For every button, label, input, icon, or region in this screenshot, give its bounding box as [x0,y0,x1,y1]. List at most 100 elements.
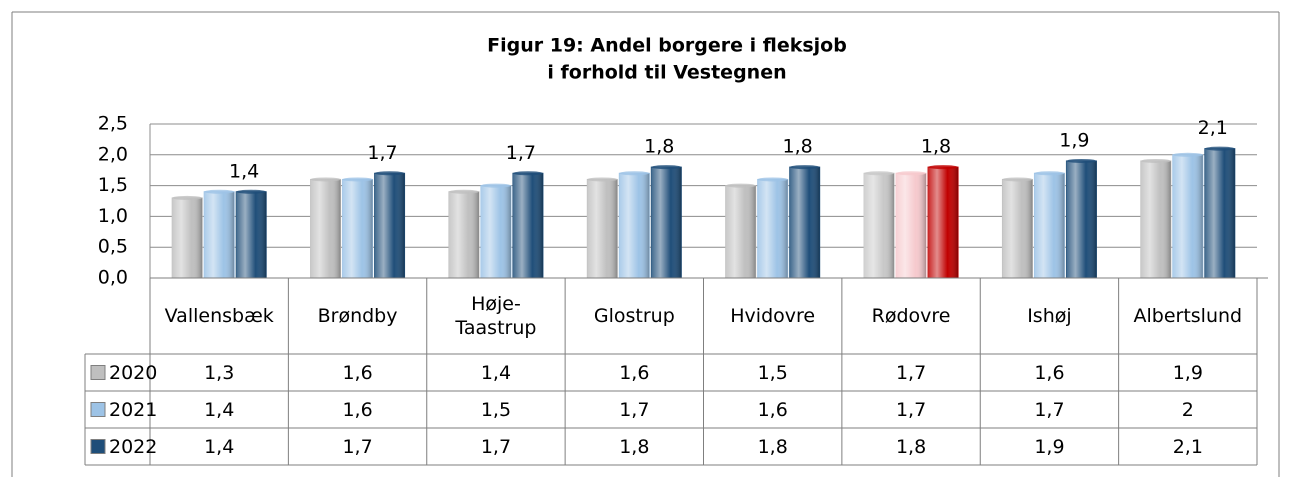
bar-shine [928,167,959,278]
bar-shine [725,185,756,278]
bar-shine [512,173,543,278]
bar-cap [342,177,373,182]
bar-cap [928,165,959,170]
legend-label: 2021 [109,399,157,421]
table-value: 2,1 [1173,436,1203,458]
bar-cap [789,165,820,170]
x-tick-label: Rødovre [871,305,951,327]
bar-shine [864,173,895,278]
bar-shine [204,191,235,278]
x-tick-label: Glostrup [593,305,675,327]
bar-cap [1172,152,1203,157]
table-value: 1,9 [1034,436,1064,458]
data-label: 1,9 [1059,129,1089,151]
data-label: 1,8 [644,136,674,158]
bar-shine [236,191,267,278]
bar-cap [619,171,650,176]
legend-label: 2022 [109,436,157,458]
table-value: 1,4 [204,399,234,421]
category-cell: Glostrup [593,305,675,327]
category-cell: Brøndby [317,305,398,327]
category-cell: Rødovre [871,305,951,327]
table-value: 1,7 [896,362,926,384]
table-value: 1,9 [1173,362,1203,384]
bar-shine [757,179,788,278]
bar-shine [374,173,405,278]
bar-cap [1002,177,1033,182]
bar-cap [374,171,405,176]
data-label: 1,7 [367,142,397,164]
category-cell: Hvidovre [730,305,816,327]
legend-swatch [90,439,106,454]
bar-shine [619,173,650,278]
data-label: 1,8 [782,136,812,158]
bar-shine [342,179,373,278]
y-tick-label: 1,0 [98,205,128,227]
bar-cap [448,189,479,194]
y-tick-label: 0,5 [98,236,128,258]
bar-shine [1066,160,1097,278]
table-value: 1,6 [342,362,372,384]
data-label: 1,7 [506,142,536,164]
table-value: 1,8 [758,436,788,458]
table-value: 1,7 [1034,399,1064,421]
bar-cap [480,183,511,188]
bar-shine [1034,173,1065,278]
data-label: 1,4 [229,160,259,182]
y-tick-label: 0,0 [98,267,128,289]
y-tick-label: 1,5 [98,174,128,196]
table-value: 1,8 [619,436,649,458]
table-value: 1,7 [481,436,511,458]
data-label: 1,8 [921,136,951,158]
x-tick-label: Albertslund [1133,305,1243,327]
bar-shine [587,179,618,278]
bar-cap [896,171,927,176]
table-value: 1,4 [481,362,511,384]
bar-shine [1140,160,1171,278]
legend-swatch [90,365,106,380]
bar-shine [896,173,927,278]
table-value: 1,7 [342,436,372,458]
data-label: 2,1 [1198,117,1228,139]
bar-shine [789,167,820,278]
bar-shine [651,167,682,278]
bar-cap [725,183,756,188]
table-value: 1,4 [204,436,234,458]
table-value: 1,8 [896,436,926,458]
bar-cap [757,177,788,182]
table-value: 1,6 [758,399,788,421]
table-value: 1,7 [619,399,649,421]
category-cell: Vallensbæk [165,305,274,327]
table-value: 1,7 [896,399,926,421]
bar-cap [1034,171,1065,176]
bar-shine [480,185,511,278]
x-tick-label: Ishøj [1027,305,1072,327]
chart-title: i forhold til Vestegnen [547,62,786,84]
table-value: 1,6 [619,362,649,384]
bar-cap [864,171,895,176]
x-tick-label: Brøndby [317,305,398,327]
bar-shine [448,191,479,278]
bar-shine [1204,148,1235,278]
legend-label: 2020 [109,362,157,384]
bar-shine [310,179,341,278]
category-cell: Høje-Taastrup [455,293,537,339]
category-cell: Ishøj [1027,305,1072,327]
x-tick-label: Høje-Taastrup [455,293,537,339]
x-tick-label: Hvidovre [730,305,816,327]
bar-cap [204,189,235,194]
y-tick-label: 2,5 [98,113,128,135]
legend-swatch [90,402,106,417]
bar-cap [172,195,203,200]
y-tick-label: 2,0 [98,143,128,165]
bar-cap [651,165,682,170]
category-cell: Albertslund [1133,305,1243,327]
bar-cap [236,189,267,194]
bar-cap [1066,158,1097,163]
table-value: 1,6 [342,399,372,421]
table-value: 2 [1182,399,1194,421]
bar-cap [310,177,341,182]
chart-title: Figur 19: Andel borgere i fleksjob [487,35,847,57]
bar-cap [1204,146,1235,151]
